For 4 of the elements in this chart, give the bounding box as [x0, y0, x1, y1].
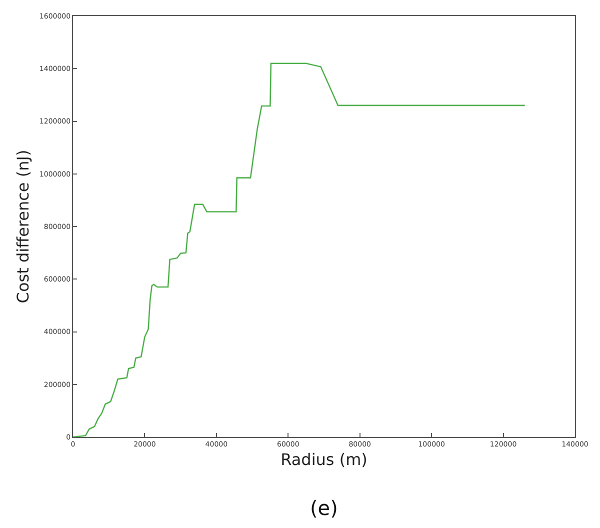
- line-series: [73, 62, 526, 437]
- x-axis-title: Radius (m): [280, 450, 368, 470]
- y-axis-title: Cost difference (nJ): [13, 150, 32, 304]
- text: (e): [310, 496, 338, 520]
